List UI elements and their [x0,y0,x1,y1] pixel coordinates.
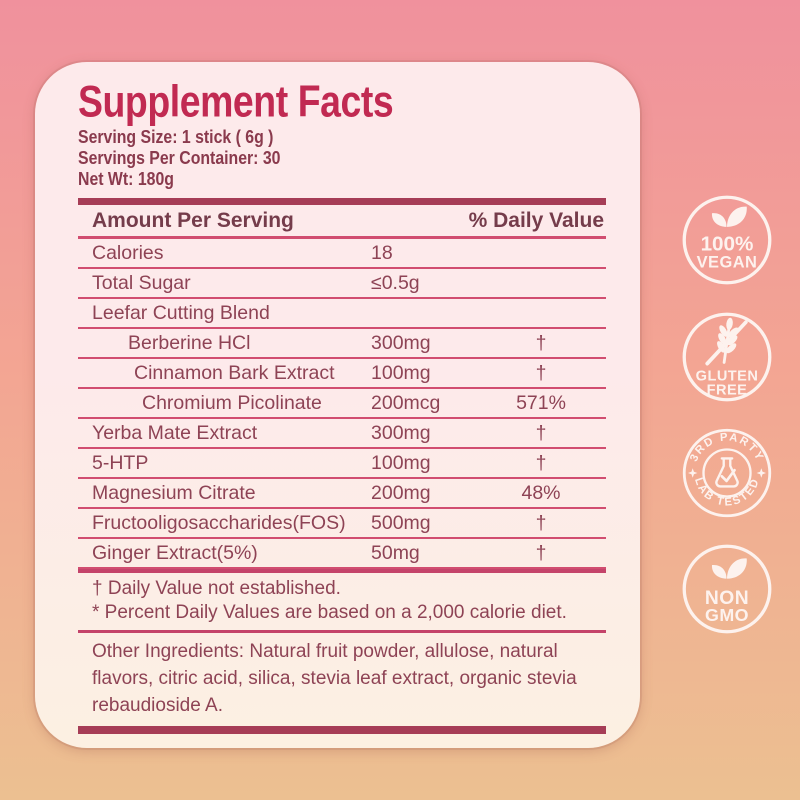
ingredient-daily-value: † [535,541,547,564]
ingredient-amount: 100mg [371,451,431,474]
ingredient-daily-value: † [535,421,547,444]
leaves-icon [711,558,747,579]
ingredient-daily-value: 48% [521,481,561,504]
table-row: Ginger Extract(5%) 50mg † [78,539,606,569]
star-icon [687,468,698,478]
ingredient-amount: 200mcg [371,391,441,414]
ingredient-name: Leefar Cutting Blend [92,301,270,324]
leaves-icon [711,206,747,227]
table-row: Yerba Mate Extract 300mg † [78,419,606,449]
table-row: Cinnamon Bark Extract 100mg † [78,359,606,389]
table-row: Magnesium Citrate 200mg 48% [78,479,606,509]
ingredient-daily-value: 571% [516,391,566,414]
table-row: Leefar Cutting Blend [78,299,606,329]
badge-text: FREE [707,383,748,399]
gluten-free-badge-graphic: GLUTEN FREE [682,312,772,402]
table-row: Fructooligosaccharides(FOS) 500mg † [78,509,606,539]
table-row: Chromium Picolinate 200mcg 571% [78,389,606,419]
footnote-daily-value: † Daily Value not established. [92,578,341,599]
lab-tested-badge-graphic: 3RD PARTY LAB TESTED [682,428,772,518]
ingredient-name: Fructooligosaccharides(FOS) [92,511,346,534]
badge-text: NON [705,588,749,609]
servings-per-container: Servings Per Container: 30 [78,148,281,168]
footnotes: † Daily Value not established. * Percent… [78,573,606,630]
ingredient-name: Ginger Extract(5%) [92,541,258,564]
ingredient-name: 5-HTP [92,451,149,474]
ingredient-amount: 500mg [371,511,431,534]
divider-footnotes-top [78,569,606,573]
ingredient-amount: 50mg [371,541,420,564]
ingredient-amount: 18 [371,241,393,264]
divider-header [78,236,606,239]
ingredient-name: Magnesium Citrate [92,481,256,504]
ingredient-name: Chromium Picolinate [142,391,322,414]
ingredient-amount: 100mg [371,361,431,384]
badge-gluten-free: GLUTEN FREE [680,310,774,404]
footnote-percent-dv: * Percent Daily Values are based on a 2,… [92,602,567,623]
ingredient-amount: 300mg [371,421,431,444]
ingredient-daily-value: † [535,451,547,474]
ingredient-amount: 200mg [371,481,431,504]
table-row: Calories 18 [78,239,606,269]
star-icon [756,468,767,478]
divider-footnotes-bottom [78,630,606,633]
ingredient-name: Total Sugar [92,271,191,294]
table-header-row: Amount Per Serving % Daily Value [78,205,606,236]
badge-text: 100% [701,232,754,255]
badge-text: GMO [705,605,749,625]
ingredient-amount: 300mg [371,331,431,354]
badge-text: GLUTEN [696,369,759,385]
badge-100-vegan: 100% VEGAN [680,193,774,287]
ingredient-name: Cinnamon Bark Extract [134,361,335,384]
header-amount-per-serving: Amount Per Serving [92,208,294,232]
badge-text: VEGAN [697,253,758,271]
serving-size: Serving Size: 1 stick ( 6g ) [78,127,274,147]
supplement-facts-panel: Supplement Facts Serving Size: 1 stick (… [35,62,640,748]
other-ingredients: Other Ingredients: Natural fruit powder,… [92,641,577,716]
badge-non-gmo: NON GMO [680,542,774,636]
table-row: Berberine HCl 300mg † [78,329,606,359]
ingredient-amount: ≤0.5g [371,271,420,294]
ingredient-name: Calories [92,241,164,264]
ingredient-daily-value: † [535,361,547,384]
table-row: Total Sugar ≤0.5g [78,269,606,299]
wheat-crossed-icon [705,317,748,366]
table-row: 5-HTP 100mg † [78,449,606,479]
badge-3rd-party-lab-tested: 3RD PARTY LAB TESTED [680,426,774,520]
divider-thick-top [78,198,606,205]
non-gmo-badge-graphic: NON GMO [682,544,772,634]
facts-table: Amount Per Serving % Daily Value Calorie… [78,198,606,734]
serving-info: Serving Size: 1 stick ( 6g ) Servings Pe… [78,127,543,190]
header-daily-value: % Daily Value [468,208,604,232]
vegan-badge-graphic: 100% VEGAN [682,195,772,285]
net-weight: Net Wt: 180g [78,169,174,189]
flask-check-icon [715,457,739,488]
ingredient-name: Yerba Mate Extract [92,421,258,444]
divider-thick-bottom [78,726,606,734]
ingredient-daily-value: † [535,511,547,534]
ingredient-name: Berberine HCl [128,331,251,354]
ingredient-daily-value: † [535,331,547,354]
panel-title: Supplement Facts [78,77,394,127]
